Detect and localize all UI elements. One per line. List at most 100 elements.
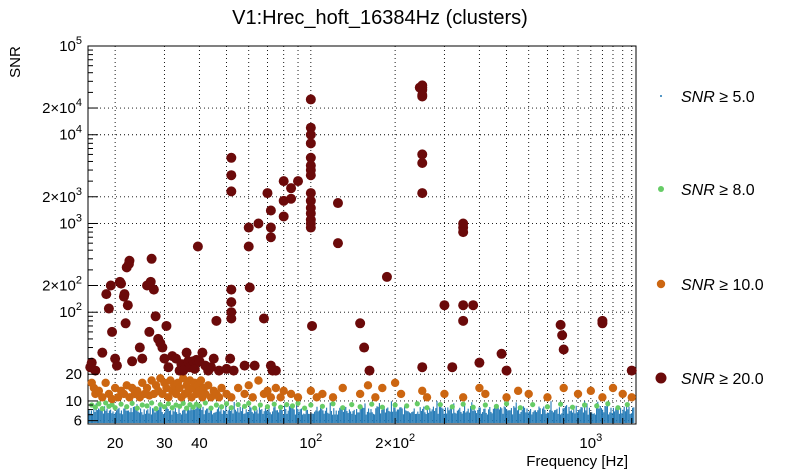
data-point [228, 405, 234, 411]
data-point [558, 344, 569, 355]
data-point [92, 404, 98, 410]
data-point [284, 401, 290, 408]
data-point [364, 365, 375, 376]
data-point [557, 330, 568, 341]
data-point [271, 401, 277, 407]
data-point [189, 363, 200, 374]
data-point [502, 393, 511, 402]
data-point [470, 404, 476, 410]
data-point [217, 383, 226, 393]
data-point [111, 360, 122, 371]
data-point [197, 347, 208, 358]
y-tick-label: 6 [74, 413, 82, 430]
data-point [150, 311, 161, 322]
data-point [214, 393, 224, 402]
x-axis-title: Frequency [Hz] [526, 453, 628, 470]
data-point [458, 393, 468, 402]
legend-label: SNR ≥ 10.0 [681, 277, 764, 294]
data-point [120, 318, 131, 329]
data-point [319, 403, 326, 409]
data-point [332, 238, 343, 249]
data-point [129, 400, 135, 406]
data-point [417, 362, 428, 373]
data-point [468, 300, 479, 311]
data-point [213, 402, 220, 408]
y-axis-title: SNR [7, 46, 24, 78]
series-20.0 [85, 80, 637, 376]
data-point [243, 241, 254, 252]
y-tick-label: 2×104 [42, 97, 82, 117]
legend-label: SNR ≥ 20.0 [681, 371, 764, 388]
data-point [279, 386, 288, 396]
data-point [305, 122, 316, 133]
data-point [178, 374, 188, 383]
data-point [271, 383, 281, 393]
data-point [424, 405, 430, 411]
data-point [257, 402, 263, 408]
data-point [240, 389, 249, 399]
data-point [218, 404, 225, 410]
legend-item: SNR ≥ 10.0 [656, 277, 764, 294]
data-point [145, 276, 156, 287]
data-point [133, 386, 142, 396]
data-point [417, 188, 428, 199]
data-point [558, 401, 564, 407]
data-point [235, 401, 241, 408]
x-tick-label: 103 [579, 432, 602, 452]
data-point [103, 303, 114, 314]
data-point [159, 353, 170, 364]
x-axis: 20 30 40 102 2×102 103 [107, 412, 633, 452]
data-point [447, 362, 458, 373]
data-point [90, 365, 101, 376]
plot-area: 6 10 20 102 2×102 103 2×103 104 2×104 105 20 30 40 10… [42, 35, 637, 452]
data-point [163, 362, 174, 373]
y-tick-label: 103 [59, 212, 82, 232]
data-point [626, 365, 637, 376]
data-point [357, 404, 363, 410]
data-point [165, 401, 172, 407]
data-point [396, 389, 406, 399]
data-point [363, 381, 373, 390]
data-point [192, 241, 203, 252]
data-point [305, 195, 316, 206]
data-point [460, 401, 466, 407]
legend-item: SNR ≥ 5.0 [660, 89, 755, 106]
legend-marker [655, 372, 667, 384]
data-point [544, 404, 551, 410]
data-point [226, 297, 237, 308]
data-point [196, 403, 203, 409]
data-point [177, 403, 183, 409]
data-point [263, 386, 272, 396]
data-point [414, 401, 420, 407]
data-point [286, 389, 296, 399]
legend-label: SNR ≥ 8.0 [681, 182, 755, 199]
data-point [270, 365, 281, 376]
data-point [164, 393, 173, 402]
data-point [305, 94, 316, 105]
data-point [295, 400, 301, 406]
data-point [392, 402, 398, 408]
data-point [458, 300, 469, 311]
data-point [180, 400, 186, 406]
data-point [581, 402, 588, 408]
x-tick-label: 2×102 [375, 432, 415, 452]
data-point [226, 284, 237, 295]
x-tick-label: 30 [156, 435, 173, 452]
data-point [134, 342, 145, 353]
data-point [157, 342, 168, 353]
data-point [265, 232, 276, 243]
data-point [618, 389, 627, 399]
data-point [493, 403, 499, 409]
data-point [127, 356, 138, 367]
data-point [103, 400, 109, 406]
data-point [226, 186, 237, 197]
data-point [305, 188, 316, 199]
data-point [371, 393, 380, 402]
data-point [481, 389, 490, 399]
data-point [332, 198, 343, 209]
data-point [517, 405, 523, 411]
data-point [118, 401, 124, 407]
data-point [559, 383, 568, 393]
data-point [286, 193, 297, 204]
data-point [605, 401, 611, 407]
